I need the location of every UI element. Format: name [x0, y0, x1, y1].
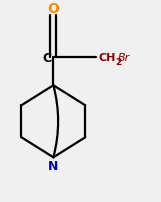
Text: C: C — [42, 52, 52, 64]
Text: N: N — [48, 159, 59, 172]
Text: Br: Br — [118, 53, 130, 63]
Text: CH: CH — [98, 53, 115, 63]
Text: O: O — [47, 2, 59, 16]
Text: 2: 2 — [115, 58, 121, 67]
